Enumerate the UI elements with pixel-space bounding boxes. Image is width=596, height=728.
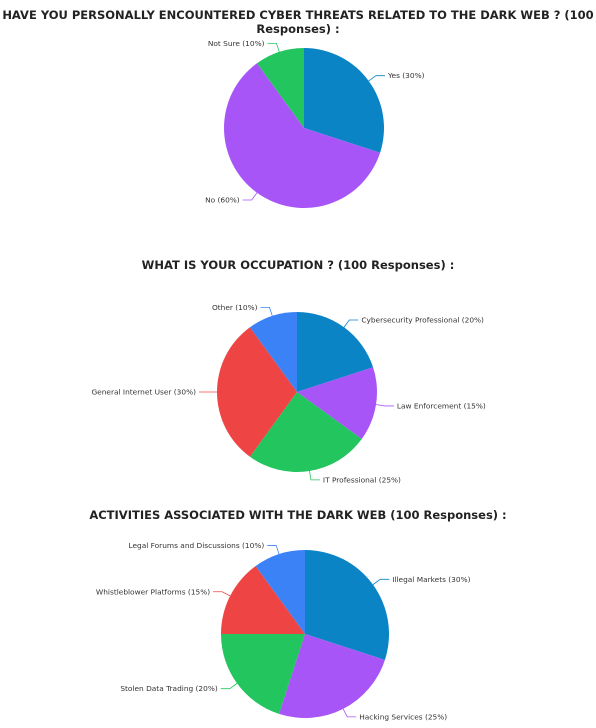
pie-chart-cyber-threats: Yes (30%) No (60%) Not Sure (10%) [205, 39, 425, 208]
leader-line-cybersecurity-professional [343, 319, 359, 328]
slice-label-whistleblower-platforms: Whistleblower Platforms (15%) [96, 587, 210, 596]
slice-label-illegal-markets: Illegal Markets (30%) [392, 575, 470, 584]
pie-chart-occupation: Cybersecurity Professional (20%) Law Enfo… [91, 303, 486, 484]
leader-line-hacking-services [342, 708, 357, 718]
pie-slice-illegal-markets [305, 550, 389, 660]
slice-label-hacking-services: Hacking Services (25%) [359, 712, 447, 721]
leader-line-whistleblower-platforms [213, 591, 231, 597]
slice-label-legal-forums-and-discussions: Legal Forums and Discussions (10%) [129, 541, 265, 550]
slice-label-law-enforcement: Law Enforcement (15%) [397, 401, 486, 410]
pie-chart-dark-web-activities: Illegal Markets (30%) Hacking Services (2… [96, 541, 471, 721]
slice-label-other: Other (10%) [212, 303, 258, 312]
leader-line-other [260, 306, 273, 317]
pie-slice-cybersecurity-professional [297, 312, 374, 392]
pie-slice-legal-forums-and-discussions [255, 550, 305, 634]
chart-title: HAVE YOU PERSONALLY ENCOUNTERED CYBER TH… [2, 8, 594, 36]
leader-line-law-enforcement [375, 404, 394, 407]
pie-slice-law-enforcement [297, 367, 377, 440]
leader-line-not-sure [267, 42, 280, 53]
leader-line-yes [368, 75, 386, 82]
pie-slice-whistleblower-platforms [221, 566, 305, 634]
slice-label-no: No (60%) [205, 196, 240, 205]
leader-line-stolen-data-trading [220, 683, 238, 690]
pie-slice-yes [304, 48, 384, 153]
pie-slice-other [249, 312, 297, 392]
pie-slice-stolen-data-trading [221, 634, 305, 714]
chart-occupation: WHAT IS YOUR OCCUPATION ? (100 Responses… [0, 244, 596, 484]
leader-line-illegal-markets [372, 578, 390, 585]
leader-line-legal-forums-and-discussions [267, 545, 280, 555]
pie-slice-hacking-services [279, 634, 385, 718]
chart-cyber-threats: HAVE YOU PERSONALLY ENCOUNTERED CYBER TH… [0, 0, 596, 240]
slice-label-not-sure: Not Sure (10%) [208, 39, 265, 48]
pie-slice-general-internet-user [216, 327, 297, 457]
pie-slice-not-sure [256, 48, 304, 128]
chart-title: WHAT IS YOUR OCCUPATION ? (100 Responses… [141, 258, 455, 272]
slice-label-general-internet-user: General Internet User (30%) [91, 388, 196, 397]
chart-dark-web-activities: ACTIVITIES ASSOCIATED WITH THE DARK WEB … [0, 494, 596, 728]
pie-slice-it-professional [249, 392, 362, 472]
slice-label-stolen-data-trading: Stolen Data Trading (20%) [120, 684, 218, 693]
slice-label-cybersecurity-professional: Cybersecurity Professional (20%) [361, 315, 484, 324]
pie-slice-no [224, 63, 381, 208]
chart-title: ACTIVITIES ASSOCIATED WITH THE DARK WEB … [89, 508, 507, 522]
slice-label-it-professional: IT Professional (25%) [323, 475, 401, 484]
slice-label-yes: Yes (30%) [387, 71, 425, 80]
leader-line-it-professional [309, 470, 320, 481]
leader-line-no [242, 192, 258, 201]
